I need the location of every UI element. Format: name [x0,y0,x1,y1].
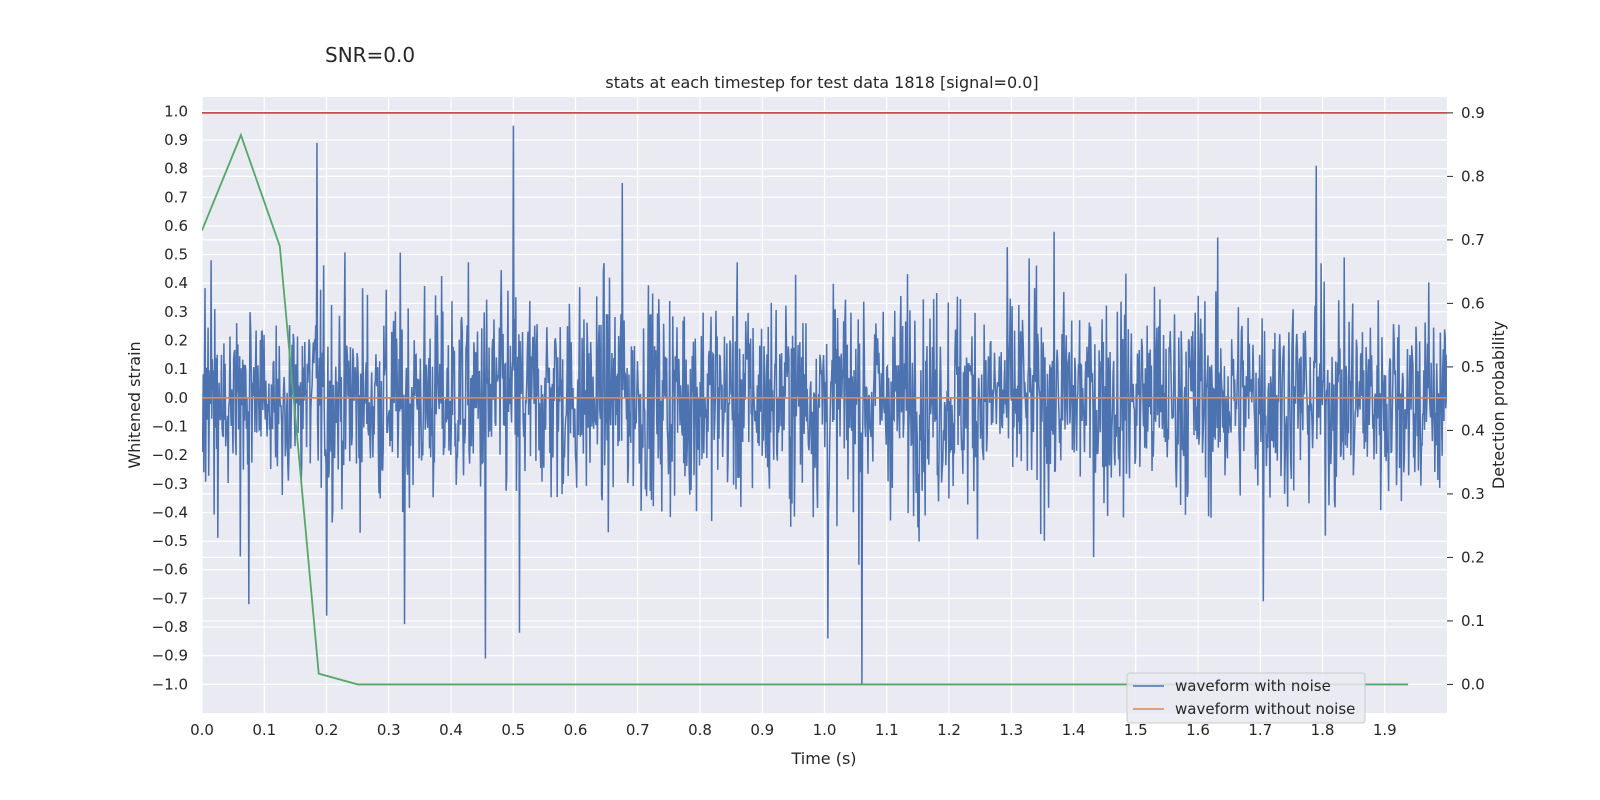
series-layer [202,111,1447,686]
chart-title: stats at each timestep for test data 181… [605,73,1038,92]
y-tick-label: 0.5 [164,246,188,264]
x-axis-label: Time (s) [790,749,856,768]
y-tick-label: 0.1 [164,360,188,378]
y-tick-label: 0.4 [164,274,188,292]
legend-box [1126,672,1366,724]
x-tick-label: 0.3 [377,721,401,739]
x-axis-ticks: 0.0 0.1 0.2 0.3 0.4 0.5 0.6 0.7 0.8 0.9 1.0 1.1 1.2 1… [190,721,1397,739]
y-tick-label: 0.2 [164,332,188,350]
y-tick-label: 0.6 [164,217,188,235]
x-tick-label: 1.3 [999,721,1023,739]
y-tick-label: −0.4 [152,503,188,521]
x-tick-label: 0.5 [501,721,525,739]
y-tick-label: −0.8 [152,618,188,636]
right-y-axis-ticks: 0.9 0.8 0.7 0.6 0.5 0.4 0.3 0.2 0.1 0.0 [1447,104,1485,693]
series-detection-probability [202,132,1409,686]
right-y-tick-label: 0.1 [1461,612,1485,630]
x-tick-label: 0.8 [688,721,712,739]
y-tick-label: −0.1 [152,417,188,435]
x-tick-label: 0.7 [626,721,650,739]
y-tick-label: 0.9 [164,131,188,149]
right-y-tick-label: 0.2 [1461,548,1485,566]
x-tick-label: 1.1 [875,721,899,739]
x-tick-label: 0.2 [315,721,339,739]
y-axis-label: Whitened strain [125,341,144,468]
right-y-tick-label: 0.0 [1461,675,1485,693]
x-tick-label: 0.0 [190,721,214,739]
x-tick-label: 1.7 [1248,721,1272,739]
x-tick-label: 1.5 [1124,721,1148,739]
legend: waveform with noise waveform without noi… [1126,672,1366,724]
x-tick-label: 1.9 [1373,721,1397,739]
x-tick-label: 1.6 [1186,721,1210,739]
y-tick-label: 0.7 [164,188,188,206]
right-y-tick-label: 0.7 [1461,231,1485,249]
x-tick-label: 1.8 [1311,721,1335,739]
y-tick-label: −0.6 [152,561,188,579]
y-tick-label: 0.0 [164,389,188,407]
x-tick-label: 0.6 [564,721,588,739]
y-tick-label: −0.7 [152,589,188,607]
legend-label-with-noise: waveform with noise [1175,677,1331,695]
series-waveform-with-noise [202,125,1447,685]
x-tick-label: 0.9 [750,721,774,739]
y-tick-label: −0.3 [152,475,188,493]
y-tick-label: −1.0 [152,675,188,693]
y-tick-label: 0.8 [164,160,188,178]
x-tick-label: 0.1 [252,721,276,739]
y-axis-ticks: 1.0 0.9 0.8 0.7 0.6 0.5 0.4 0.3 0.2 0.1 0.0 −0.1 −0.… [152,102,188,693]
x-tick-label: 1.2 [937,721,961,739]
suptitle: SNR=0.0 [325,43,415,67]
y-tick-label: 1.0 [164,102,188,120]
x-tick-label: 1.4 [1062,721,1086,739]
x-tick-label: 0.4 [439,721,463,739]
right-y-tick-label: 0.8 [1461,167,1485,185]
right-y-axis-label: Detection probability [1489,321,1508,489]
right-y-tick-label: 0.5 [1461,358,1485,376]
right-y-tick-label: 0.4 [1461,421,1485,439]
y-tick-label: −0.9 [152,647,188,665]
y-tick-label: −0.5 [152,532,188,550]
right-y-tick-label: 0.9 [1461,104,1485,122]
y-tick-label: 0.3 [164,303,188,321]
y-tick-label: −0.2 [152,446,188,464]
x-tick-label: 1.0 [813,721,837,739]
right-y-tick-label: 0.6 [1461,294,1485,312]
legend-label-without-noise: waveform without noise [1175,700,1355,718]
right-y-tick-label: 0.3 [1461,485,1485,503]
